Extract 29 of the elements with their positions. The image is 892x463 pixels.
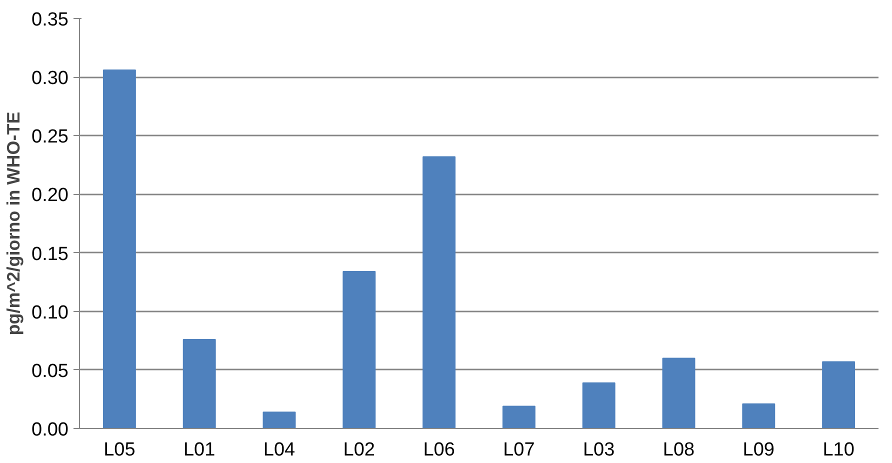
bar bbox=[582, 382, 616, 428]
bar bbox=[342, 271, 376, 428]
x-tick-label: L05 bbox=[104, 440, 136, 460]
x-tick-label: L06 bbox=[423, 440, 455, 460]
x-tick-label: L07 bbox=[503, 440, 535, 460]
x-tick-label: L04 bbox=[263, 440, 296, 460]
x-tick-label: L09 bbox=[742, 440, 775, 460]
x-tick-label: L03 bbox=[583, 440, 615, 460]
bar bbox=[422, 156, 456, 428]
bar bbox=[102, 70, 136, 428]
x-tick-label: L10 bbox=[822, 440, 854, 460]
bar bbox=[182, 338, 216, 428]
bar bbox=[742, 403, 776, 428]
x-tick-label: L02 bbox=[343, 440, 376, 460]
y-tick-label: 0.15 bbox=[32, 244, 69, 265]
bar bbox=[822, 361, 856, 428]
bar bbox=[502, 406, 536, 428]
x-tick-label: L08 bbox=[662, 440, 695, 460]
y-tick-label: 0.10 bbox=[32, 302, 69, 324]
bar bbox=[662, 358, 696, 428]
y-tick-label: 0.00 bbox=[32, 420, 69, 440]
y-tick-label: 0.25 bbox=[32, 126, 69, 148]
y-axis-title: pg/m^2/giorno in WHO-TE bbox=[4, 112, 24, 336]
x-tick-label: L01 bbox=[184, 440, 216, 460]
bar bbox=[262, 412, 296, 428]
y-tick-label: 0.30 bbox=[32, 68, 69, 90]
y-tick-label: 0.05 bbox=[32, 360, 69, 382]
y-tick-label: 0.20 bbox=[32, 185, 69, 206]
y-tick-label: 0.35 bbox=[32, 10, 69, 30]
